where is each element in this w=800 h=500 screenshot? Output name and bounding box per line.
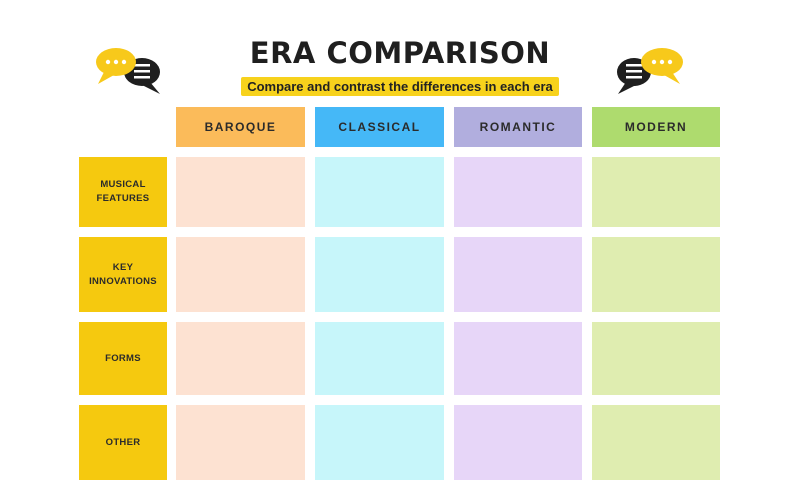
cell-romantic-key-innovations[interactable]: [454, 237, 582, 312]
speech-bubbles-icon: [92, 44, 164, 101]
cell-classical-musical-features[interactable]: [315, 157, 444, 227]
cell-baroque-key-innovations[interactable]: [176, 237, 305, 312]
column-header-modern: MODERN: [592, 107, 720, 147]
cell-romantic-other[interactable]: [454, 405, 582, 480]
speech-bubbles-icon: [614, 44, 686, 101]
cell-classical-forms[interactable]: [315, 322, 444, 395]
row-label-key-innovations: KEY INNOVATIONS: [79, 237, 167, 312]
cell-modern-forms[interactable]: [592, 322, 720, 395]
column-header-romantic: ROMANTIC: [454, 107, 582, 147]
cell-classical-key-innovations[interactable]: [315, 237, 444, 312]
cell-baroque-musical-features[interactable]: [176, 157, 305, 227]
cell-modern-other[interactable]: [592, 405, 720, 480]
cell-classical-other[interactable]: [315, 405, 444, 480]
column-header-baroque: BAROQUE: [176, 107, 305, 147]
row-label-forms: FORMS: [79, 322, 167, 395]
cell-romantic-forms[interactable]: [454, 322, 582, 395]
cell-modern-musical-features[interactable]: [592, 157, 720, 227]
cell-baroque-other[interactable]: [176, 405, 305, 480]
cell-romantic-musical-features[interactable]: [454, 157, 582, 227]
row-label-other: OTHER: [79, 405, 167, 480]
column-header-classical: CLASSICAL: [315, 107, 444, 147]
page-subtitle: Compare and contrast the differences in …: [241, 77, 559, 96]
cell-modern-key-innovations[interactable]: [592, 237, 720, 312]
page-title: ERA COMPARISON: [249, 36, 551, 70]
row-label-musical-features: MUSICAL FEATURES: [79, 157, 167, 227]
cell-baroque-forms[interactable]: [176, 322, 305, 395]
subtitle-wrap: Compare and contrast the differences in …: [0, 77, 800, 96]
